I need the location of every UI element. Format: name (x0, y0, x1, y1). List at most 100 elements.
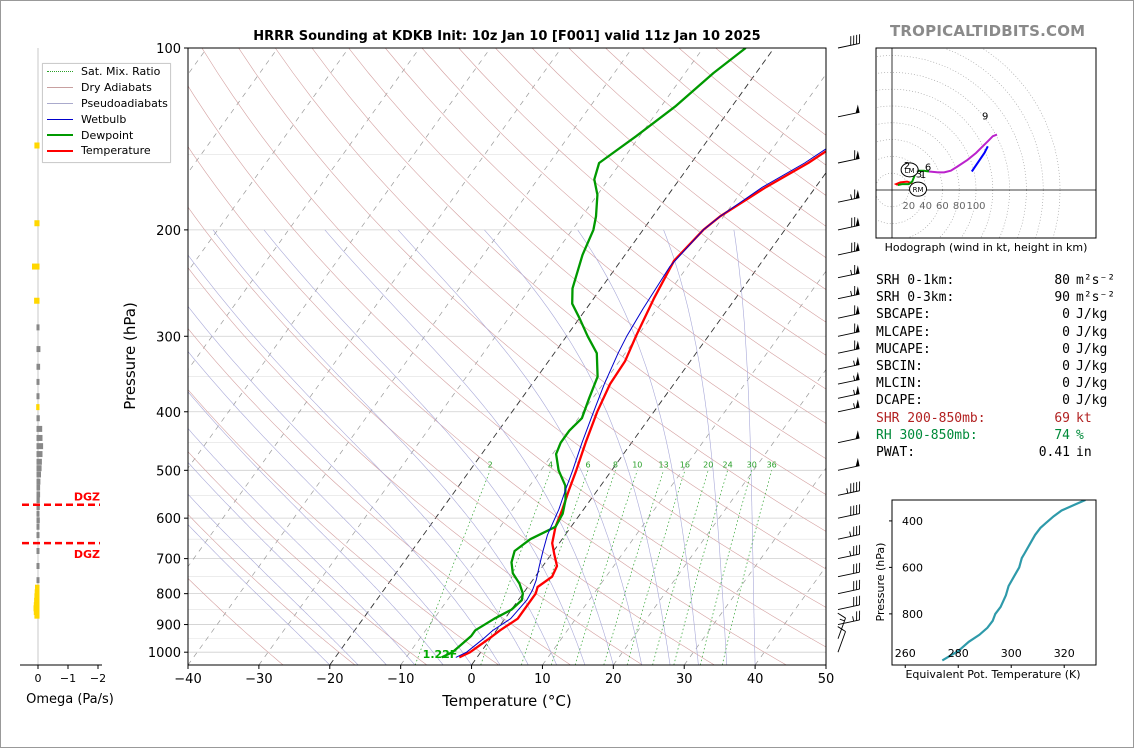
x-tick-label: −20 (316, 672, 343, 687)
y-tick-label: 100 (156, 42, 181, 57)
omega-bar (34, 593, 40, 600)
theta-e-xtick-label: 260 (895, 647, 916, 660)
pseudoadiabat (188, 391, 444, 665)
hodo-segment-0-1km (893, 180, 913, 186)
hodo-height-label: 2 (904, 161, 910, 172)
barb-half (852, 616, 855, 622)
storm-motion-marker (909, 181, 928, 197)
omega-bar (36, 434, 43, 441)
barb-staff (837, 617, 846, 639)
mixing-ratio-line (550, 470, 616, 665)
y-tick-label: 200 (156, 224, 181, 239)
barb-half (853, 403, 856, 409)
wind-barb (837, 189, 860, 203)
barb-half (850, 290, 853, 296)
barb-half (850, 194, 853, 200)
mixing-ratio-line (626, 470, 686, 665)
barb-flag (855, 340, 860, 350)
x-tick-label: 10 (534, 672, 551, 687)
isotherm (329, 48, 775, 665)
omega-bar (36, 363, 41, 370)
omega-bar (36, 378, 40, 385)
hodo-segment-1-6km (897, 169, 930, 186)
hodo-segment-6-9km (928, 133, 998, 174)
index-row: PWAT: 0.41 in (876, 445, 1092, 461)
omega-bar (36, 393, 40, 400)
theta-e-xtick-label: 300 (1001, 647, 1022, 660)
mixing-ratio-label: 6 (585, 460, 590, 469)
barb-half (853, 389, 856, 395)
mixing-ratio-label: 8 (613, 460, 618, 469)
omega-tick-label: −2 (90, 672, 106, 685)
y-tick-label: 800 (156, 588, 181, 603)
skewt-frame (187, 47, 827, 666)
omega-bar (36, 471, 41, 478)
y-tick-label: 400 (156, 406, 181, 421)
dry-adiabat (188, 146, 787, 665)
omega-bar (34, 597, 40, 604)
pseudoadiabat (188, 461, 387, 665)
omega-bar (33, 602, 40, 609)
barb-flag (855, 104, 860, 114)
series-wetbulb (455, 148, 826, 658)
hodo-segment-upper (970, 145, 989, 173)
barb-staff (837, 604, 860, 610)
pseudoadiabat (188, 524, 331, 665)
barb-flag (855, 430, 860, 439)
legend-item: Dry Adiabats (43, 80, 170, 96)
hodo-ring-label: 20 (902, 201, 915, 212)
omega-bar (34, 612, 40, 619)
hodo-height-label: 1 (920, 170, 926, 181)
wind-barb (837, 323, 860, 337)
mixing-ratio-line (521, 470, 589, 665)
omega-bar (36, 458, 42, 465)
barb-half (853, 360, 856, 366)
y-tick-label: 900 (156, 619, 181, 634)
x-tick-label: −10 (387, 672, 414, 687)
omega-bar (36, 415, 40, 422)
barb-half (849, 531, 852, 537)
wind-barb (837, 457, 860, 471)
theta-e-ylabel: Pressure (hPa) (874, 543, 887, 622)
wind-barb (837, 385, 860, 399)
omega-bar (36, 517, 40, 524)
x-tick-label: 30 (676, 672, 693, 687)
wind-barb (837, 525, 861, 540)
mixing-ratio-label: 16 (680, 460, 690, 469)
barb-flag (855, 323, 860, 333)
isotherm (188, 48, 349, 272)
omega-bar (35, 584, 40, 591)
omega-bar (36, 443, 44, 450)
index-row: MUCAPE: 0 J/kg (876, 341, 1108, 357)
wind-barb (837, 626, 846, 653)
wind-barb (837, 544, 861, 560)
dry-adiabat (188, 389, 499, 665)
pseudoadiabat (188, 351, 472, 665)
isotherm (542, 270, 826, 665)
isotherm (188, 48, 562, 568)
theta-e-ytick-label: 400 (902, 515, 923, 528)
wind-barb (837, 264, 860, 279)
hodo-height-label: 3 (916, 169, 922, 180)
index-row: SRH 0-3km: 90 m²s⁻² (876, 290, 1116, 306)
barb-flag (855, 242, 860, 252)
omega-bar (36, 547, 40, 554)
hodo-ring-label: 40 (919, 201, 932, 212)
legend-item: Sat. Mix. Ratio (43, 64, 170, 80)
isotherm (471, 171, 826, 665)
omega-bar (36, 497, 40, 504)
legend-item: Temperature (43, 143, 170, 159)
pseudoadiabat (263, 229, 586, 665)
barb-staff (837, 553, 860, 560)
sounding-indices: SRH 0-1km: 80 m²s⁻² SRH 0-3km: 90 m²s⁻² SBCA… (876, 272, 1115, 461)
wind-barbs (837, 34, 861, 653)
barb-half (846, 488, 849, 494)
omega-xlabel: Omega (Pa/s) (26, 692, 114, 707)
pseudoadiabat (188, 254, 529, 665)
legend-item: Pseudoadiabats (43, 96, 170, 112)
index-row: RH 300-850mb: 74% (876, 427, 1084, 443)
omega-bar (36, 478, 41, 485)
barb-staff (837, 631, 846, 653)
